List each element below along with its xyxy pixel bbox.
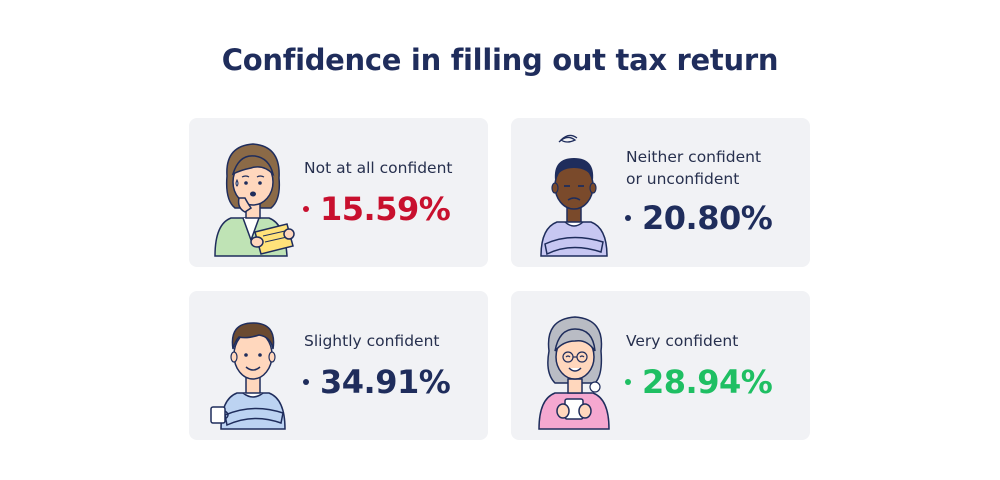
confused-man-arms-crossed-icon [540,134,608,257]
card-neither-confident: Neither confident or unconfident 20.80% [511,118,810,267]
bullet-dot [303,379,309,385]
card-not-at-all-confident: Not at all confident 15.59% [189,118,488,267]
value-row: 34.91% [303,363,451,401]
smiling-elderly-woman-with-cup-icon [538,316,610,430]
worried-woman-reading-paper-icon [214,143,295,257]
value-row: 20.80% [625,199,773,237]
bullet-dot [303,206,309,212]
category-label: Very confident [626,332,739,350]
card-slightly-confident: Slightly confident 34.91% [189,291,488,440]
percentage-value: 28.94% [642,363,773,401]
card-very-confident: Very confident 28.94% [511,291,810,440]
bullet-dot [625,215,631,221]
category-label: Neither confident [626,148,762,166]
chart-title: Confidence in filling out tax return [221,43,779,77]
man-with-mug-arms-crossed-icon [210,322,286,430]
category-label: Not at all confident [304,159,453,177]
value-row: 28.94% [625,363,773,401]
percentage-value: 20.80% [642,199,773,237]
bullet-dot [625,379,631,385]
percentage-value: 15.59% [320,190,451,228]
category-label-line2: or unconfident [626,170,740,188]
percentage-value: 34.91% [320,363,451,401]
value-row: 15.59% [303,190,451,228]
category-label: Slightly confident [304,332,440,350]
